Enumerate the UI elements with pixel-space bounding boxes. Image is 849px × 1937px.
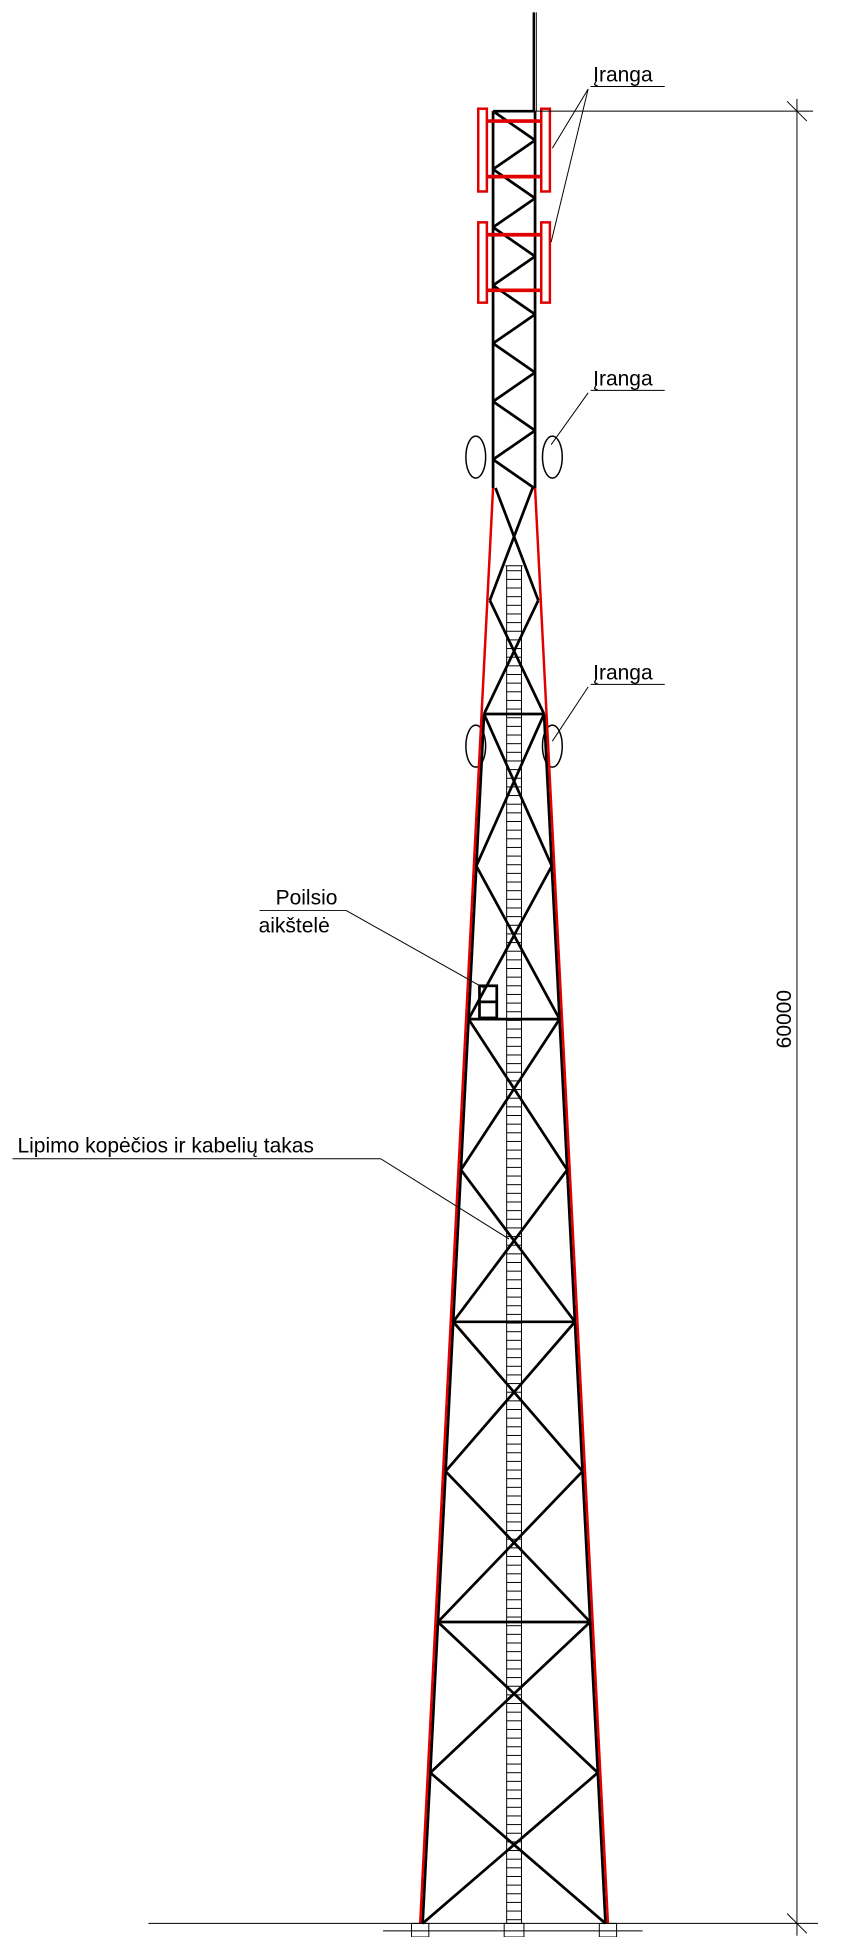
brace bbox=[476, 866, 559, 1019]
brace bbox=[430, 1622, 590, 1773]
brace bbox=[484, 714, 552, 866]
label-rest-platform: Poilsio bbox=[276, 886, 338, 909]
label-equipment: Įranga bbox=[593, 64, 653, 87]
dimension-label: 60000 bbox=[773, 990, 796, 1048]
antenna-panel bbox=[478, 222, 487, 302]
brace bbox=[476, 714, 544, 866]
brace bbox=[461, 1170, 575, 1322]
brace bbox=[461, 1019, 560, 1170]
brace bbox=[493, 460, 535, 489]
foundation bbox=[412, 1923, 429, 1937]
antenna-panel bbox=[541, 222, 550, 302]
foundation bbox=[599, 1923, 616, 1937]
label-ladder: Lipimo kopėčios ir kabelių takas bbox=[17, 1135, 313, 1158]
leg bbox=[423, 714, 484, 1923]
brace bbox=[493, 314, 535, 343]
tower bbox=[13, 12, 818, 1937]
brace bbox=[469, 866, 552, 1019]
brace bbox=[453, 1322, 582, 1471]
brace bbox=[493, 140, 535, 169]
brace bbox=[493, 256, 535, 285]
leaders bbox=[13, 86, 665, 1239]
brace bbox=[490, 488, 533, 600]
brace bbox=[493, 227, 535, 256]
foundation bbox=[504, 1923, 524, 1937]
mount-bars bbox=[487, 121, 541, 290]
brace bbox=[469, 1019, 568, 1170]
brace bbox=[423, 1773, 598, 1924]
tower-drawing: Įranga Įranga Įranga Poilsio aikštelė Li… bbox=[0, 0, 849, 1937]
brace bbox=[490, 600, 544, 714]
label-equipment: Įranga bbox=[593, 661, 653, 684]
brace bbox=[453, 1170, 567, 1322]
brace bbox=[493, 169, 535, 198]
brace bbox=[493, 343, 535, 372]
dish bbox=[466, 436, 486, 478]
brace bbox=[446, 1322, 575, 1471]
brace bbox=[493, 431, 535, 460]
brace bbox=[493, 401, 535, 430]
brace bbox=[438, 1622, 598, 1773]
brace bbox=[493, 111, 535, 140]
label-equipment: Įranga bbox=[593, 367, 653, 390]
brace bbox=[430, 1773, 605, 1924]
outer-leg bbox=[535, 488, 608, 1923]
leg bbox=[544, 714, 605, 1923]
antenna-panel bbox=[541, 109, 550, 192]
brace bbox=[496, 488, 539, 600]
label-rest-platform: aikštelė bbox=[259, 915, 330, 938]
brace bbox=[484, 600, 538, 714]
brace bbox=[493, 198, 535, 227]
brace bbox=[493, 372, 535, 401]
antenna-panel bbox=[478, 109, 487, 192]
